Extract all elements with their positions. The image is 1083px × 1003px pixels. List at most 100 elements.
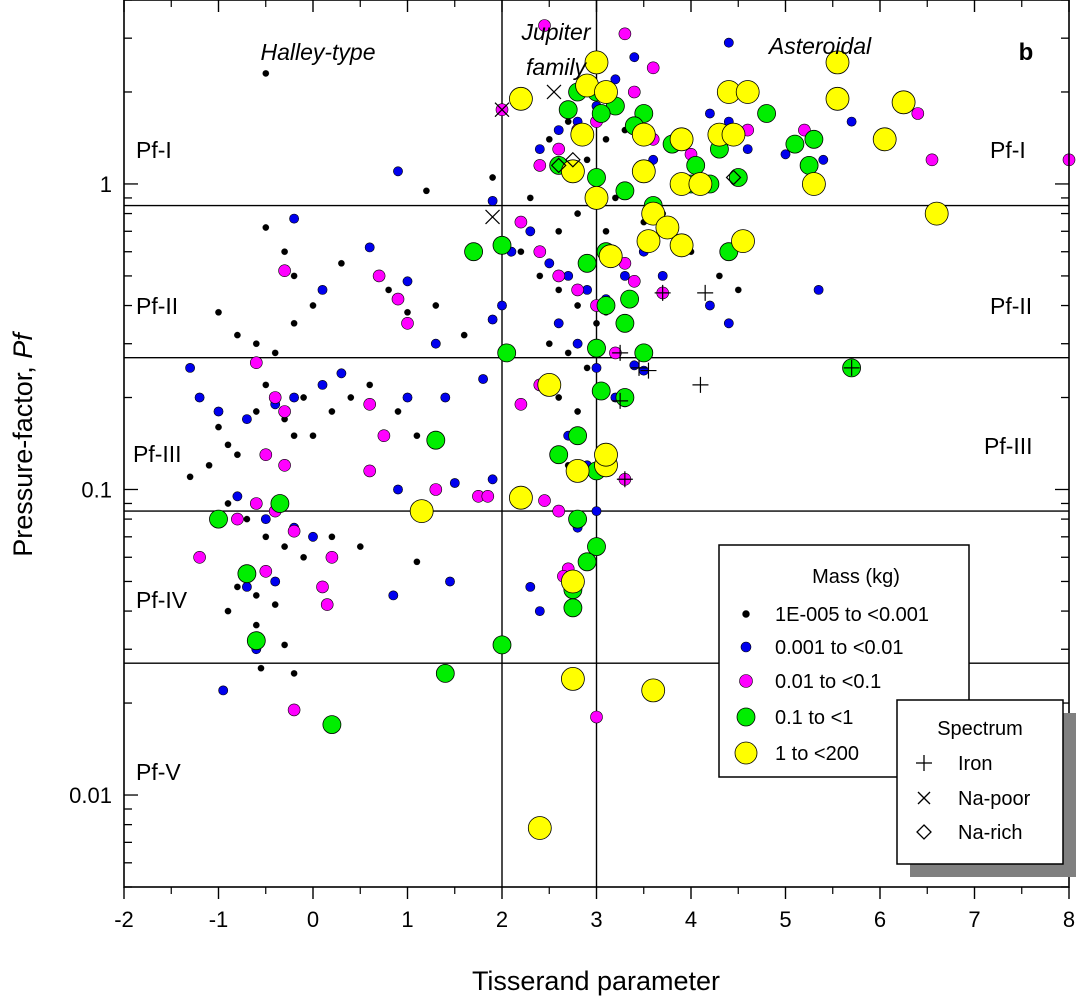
point-mass-1-75 <box>564 349 572 357</box>
point-mass-2-39 <box>213 406 224 417</box>
point-mass-1-3 <box>489 174 496 181</box>
spectrum-legend-title: Spectrum <box>937 718 1023 740</box>
spectrum-mark-iron-7 <box>654 284 671 301</box>
point-mass-1-34 <box>460 331 468 339</box>
point-mass-4-48 <box>246 631 266 651</box>
point-mass-4-12 <box>785 134 805 154</box>
point-mass-1-67 <box>257 664 265 672</box>
point-mass-1-54 <box>243 515 251 523</box>
point-mass-2-32 <box>364 242 375 253</box>
x-tick-label-4: 1 <box>401 907 413 932</box>
legend-label-na-poor: Na-poor <box>958 788 1031 810</box>
point-mass-1-19 <box>574 210 581 217</box>
point-mass-1-46 <box>328 408 336 415</box>
point-mass-2-27 <box>705 300 715 311</box>
point-mass-1-4 <box>526 194 534 202</box>
point-mass-4-44 <box>237 564 257 584</box>
point-mass-3-26 <box>278 264 291 278</box>
point-mass-1-53 <box>224 500 232 507</box>
point-mass-1-20 <box>555 228 563 235</box>
point-mass-4-46 <box>563 598 583 618</box>
point-mass-4-41 <box>270 494 290 513</box>
point-mass-5-5 <box>594 80 618 104</box>
point-mass-5-24 <box>636 229 661 254</box>
point-mass-3-1 <box>538 19 551 32</box>
point-mass-1-11 <box>612 194 619 202</box>
legend-marker-mass-5 <box>734 741 758 765</box>
point-mass-3-8 <box>552 142 566 156</box>
point-mass-5-19 <box>688 172 713 196</box>
point-mass-2-30 <box>289 213 299 224</box>
point-mass-3-50 <box>316 580 329 594</box>
point-mass-3-49 <box>259 564 273 578</box>
point-mass-5-16 <box>561 159 585 184</box>
point-mass-1-61 <box>234 583 241 591</box>
point-mass-4-33 <box>591 381 611 401</box>
point-mass-3-53 <box>552 504 566 518</box>
point-mass-2-55 <box>241 582 252 592</box>
pf-class-label-3-left: Pf-III <box>133 441 182 467</box>
point-mass-4-49 <box>492 635 512 655</box>
point-mass-3-9 <box>533 159 547 172</box>
point-mass-5-11 <box>631 122 656 147</box>
point-mass-5-17 <box>631 159 656 184</box>
point-mass-1-17 <box>602 228 610 235</box>
point-mass-1-77 <box>555 394 563 401</box>
axes: -2 -1 0 1 2 3 4 5 6 7 8 0.01 0.1 1 <box>69 0 1075 932</box>
point-mass-1-31 <box>385 286 392 294</box>
point-mass-5-20 <box>802 172 826 196</box>
point-mass-1-57 <box>300 553 307 561</box>
pf-class-label-1-right: Pf-I <box>990 137 1026 163</box>
spectrum-mark-iron-12 <box>692 376 709 393</box>
point-mass-1-73 <box>593 319 600 327</box>
point-mass-1-55 <box>262 533 270 541</box>
legend-marker-mass-2 <box>740 641 752 653</box>
x-tick-label-2: -1 <box>209 907 229 932</box>
point-mass-2-6 <box>553 125 564 136</box>
point-mass-3-57 <box>590 710 603 724</box>
point-mass-2-3 <box>610 74 621 85</box>
point-mass-4-43 <box>587 537 606 556</box>
spectrum-mark-iron-9 <box>612 344 629 361</box>
point-mass-5-1 <box>584 50 609 75</box>
spectrum-mark-iron-10 <box>631 359 648 376</box>
point-mass-2-17 <box>487 195 498 206</box>
point-mass-1-74 <box>545 340 553 348</box>
pf-class-label-3-right: Pf-III <box>984 433 1033 459</box>
point-mass-4-22 <box>464 242 484 262</box>
legend-label-mass-3: 0.01 to <0.1 <box>775 671 881 693</box>
point-mass-1-66 <box>281 641 288 649</box>
point-mass-1-50 <box>413 432 421 440</box>
point-mass-1-51 <box>186 473 194 481</box>
spectrum-mark-na-rich-6 <box>725 169 742 186</box>
point-mass-3-4 <box>627 85 641 99</box>
point-mass-3-44 <box>249 497 263 510</box>
point-mass-1-60 <box>413 558 421 566</box>
point-mass-5-35 <box>561 569 585 594</box>
legend-marker-mass-4 <box>736 707 756 727</box>
legend-marker-mass-3 <box>739 674 753 688</box>
pf-class-label-2-right: Pf-II <box>990 293 1032 319</box>
point-mass-2-43 <box>317 379 328 390</box>
spectrum-mark-iron-8 <box>697 284 714 301</box>
spectrum-mark-iron-13 <box>843 359 860 376</box>
point-mass-2-31 <box>317 284 328 295</box>
point-mass-4-6 <box>591 104 611 123</box>
legend-label-mass-1: 1E-005 to <0.001 <box>775 604 929 626</box>
point-mass-2-34 <box>430 338 441 349</box>
x-tick-label-3: 0 <box>307 907 319 932</box>
point-mass-4-50 <box>435 664 455 683</box>
point-mass-4-38 <box>568 426 587 446</box>
point-mass-1-7 <box>583 156 591 164</box>
point-mass-1-16 <box>734 286 742 294</box>
point-mass-5-2 <box>825 50 850 75</box>
point-mass-2-64 <box>572 338 583 349</box>
point-mass-3-18 <box>514 215 528 229</box>
point-mass-1-49 <box>394 408 402 415</box>
point-mass-1-5 <box>545 136 553 143</box>
point-mass-1-39 <box>252 408 260 415</box>
point-mass-1-8 <box>602 136 610 143</box>
point-mass-3-3 <box>646 61 660 75</box>
point-mass-1-65 <box>252 621 260 629</box>
point-mass-3-29 <box>372 269 386 283</box>
